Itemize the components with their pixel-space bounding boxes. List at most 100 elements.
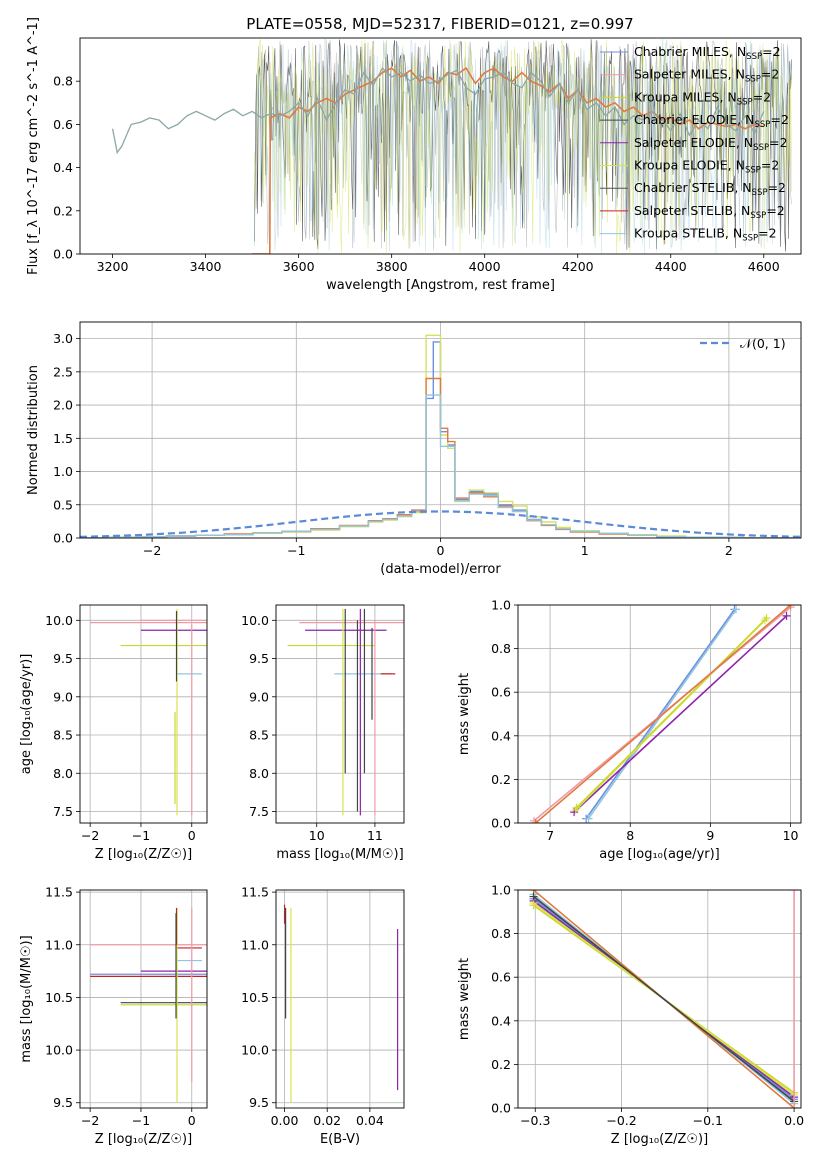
legend-label: 𝒩(0, 1) [740, 336, 786, 351]
legend-label-text: Salpeter MILES, N [634, 67, 745, 82]
plot-area-mass-vs-Z [90, 907, 207, 1103]
legend-label-sub: SSP [745, 166, 761, 176]
x-tick-label: −1 [132, 828, 150, 843]
x-tick-label: 0 [188, 828, 196, 843]
x-axis-label: (data-model)/error [380, 562, 501, 577]
x-axis-label: E(B-V) [320, 1132, 360, 1147]
legend-label: Salpeter ELODIE, NSSP=2 [634, 135, 788, 153]
mass-weight-marker [782, 611, 791, 620]
plot-area-age-vs-mass [287, 608, 404, 816]
axes-mass-vs-EBV: 0.00 0.02 0.04 9.5 10.0 10.5 11.0 11.5 E(B-V) [241, 885, 405, 1147]
y-tick-label: 1.5 [53, 431, 73, 446]
legend-label-text: Kroupa STELIB, N [634, 226, 742, 241]
figure-title: PLATE=0558, MJD=52317, FIBERID=0121, z=0… [246, 15, 633, 33]
legend-label-text: Salpeter ELODIE, N [634, 135, 753, 150]
mass-weight-marker [762, 614, 771, 623]
x-tick-label: 2 [725, 543, 733, 558]
y-tick-label: 8.5 [53, 728, 73, 743]
x-tick-label: 3400 [190, 259, 222, 274]
legend-label-tail: =2 [758, 226, 776, 241]
y-tick-label: 0.0 [53, 247, 73, 262]
histogram-step-line [80, 394, 801, 538]
y-tick-label: 9.5 [249, 1095, 269, 1110]
x-tick-label: −0.3 [520, 1113, 550, 1128]
axes-frame [79, 604, 208, 824]
mass-weight-marker [790, 890, 799, 894]
legend-label-text: Kroupa ELODIE, N [634, 158, 745, 173]
y-tick-label: 8.5 [249, 728, 269, 743]
y-tick-label: 10.0 [45, 1043, 73, 1058]
y-tick-label: 0.2 [53, 203, 73, 218]
mass-weight-line [585, 608, 736, 820]
y-tick-label: 9.0 [249, 689, 269, 704]
y-tick-label: 9.5 [53, 651, 73, 666]
legend-label-text: Kroupa MILES, N [634, 89, 737, 104]
spectrum-noise-line [254, 38, 792, 254]
mass-weight-marker [529, 892, 538, 901]
y-tick-label: 2.0 [53, 398, 73, 413]
y-tick-label: 8.0 [53, 766, 73, 781]
x-tick-label: −2 [81, 828, 99, 843]
legend-label-sub: SSP [745, 75, 761, 85]
y-axis-label: mass weight [457, 958, 472, 1040]
y-tick-label: 0.4 [491, 1013, 511, 1028]
y-tick-label: 3.0 [53, 331, 73, 346]
mass-weight-line [575, 617, 768, 809]
mass-weight-line [573, 615, 788, 813]
x-tick-label: −1 [132, 1113, 150, 1128]
x-tick-label: 10 [783, 828, 799, 843]
plot-area-residuals [80, 334, 801, 538]
x-tick-label: 7 [546, 828, 554, 843]
y-tick-label: 11.5 [241, 885, 269, 900]
x-tick-label: 9 [706, 828, 714, 843]
x-axis-label: Z [log₁₀(Z/Z☉)] [95, 847, 192, 862]
axes-frame [517, 604, 802, 824]
axes-massweight-vs-age: 7 8 9 10 0.0 0.2 0.4 0.6 0.8 1.0 age [log₁₀(age/yr… [457, 598, 802, 862]
y-tick-label: 0.0 [53, 531, 73, 546]
axes-frame [79, 37, 802, 255]
residuals-legend: 𝒩(0, 1) [700, 336, 786, 351]
x-axis-label: Z [log₁₀(Z/Z☉)] [95, 1132, 192, 1147]
plot-area-spectrum [111, 38, 792, 254]
plot-area-massweight-vs-age [530, 605, 795, 823]
legend-label-tail: =2 [769, 135, 787, 150]
plot-area-mass-vs-EBV [283, 904, 399, 1103]
x-axis-label: mass [log₁₀(M/M☉)] [276, 847, 403, 862]
y-tick-label: 10.5 [241, 990, 269, 1005]
x-tick-label: 3800 [376, 259, 408, 274]
y-tick-label: 11.0 [45, 937, 73, 952]
x-tick-label: 10 [309, 828, 325, 843]
legend-label-sub: SSP [750, 211, 766, 221]
y-tick-label: 0.8 [491, 926, 511, 941]
legend-label: Chabrier ELODIE, NSSP=2 [634, 112, 789, 130]
mass-weight-marker [530, 816, 539, 823]
x-axis-label: wavelength [Angstrom, rest frame] [326, 278, 555, 293]
mass-weight-marker [584, 814, 593, 823]
legend-label: Chabrier MILES, NSSP=2 [634, 44, 781, 62]
x-tick-label: 3200 [97, 259, 129, 274]
y-tick-label: 7.5 [249, 804, 269, 819]
axes-spectrum: 3200 3400 3600 3800 4000 4200 4400 4600 0.0 0.2 0.… [26, 17, 802, 293]
x-tick-label: 0.0 [784, 1113, 804, 1128]
x-tick-label: −2 [81, 1113, 99, 1128]
x-axis-label: age [log₁₀(age/yr)] [599, 847, 720, 862]
legend-label-text: Chabrier STELIB, N [634, 180, 752, 195]
legend-label-tail: =2 [761, 67, 779, 82]
y-tick-label: 9.5 [53, 1095, 73, 1110]
axes-massweight-vs-Z: −0.3 −0.2 −0.1 0.0 0.0 0.2 0.4 0.6 0.8 1.0 Z [log₁… [457, 883, 804, 1148]
y-tick-label: 2.5 [53, 364, 73, 379]
spectrum-noise-line [254, 39, 792, 251]
legend-label-tail: =2 [766, 203, 784, 218]
y-tick-label: 11.5 [45, 885, 73, 900]
legend-label-sub: SSP [753, 143, 769, 153]
x-tick-label: 1 [581, 543, 589, 558]
x-tick-label: 0.04 [356, 1113, 384, 1128]
y-tick-label: 0.0 [491, 1101, 511, 1116]
y-tick-label: 1.0 [491, 598, 511, 613]
legend-label: Kroupa ELODIE, NSSP=2 [634, 158, 779, 176]
axes-age-vs-Z: −2 −1 0 7.5 8.0 8.5 9.0 9.5 10.0 Z [log₁₀(Z/Z☉)] a… [19, 604, 208, 862]
legend-label-sub: SSP [746, 52, 762, 62]
axes-age-vs-mass: 10 11 7.5 8.0 8.5 9.0 9.5 10.0 mass [log₁₀(M/M☉)… [241, 604, 405, 862]
y-tick-label: 0.4 [491, 728, 511, 743]
